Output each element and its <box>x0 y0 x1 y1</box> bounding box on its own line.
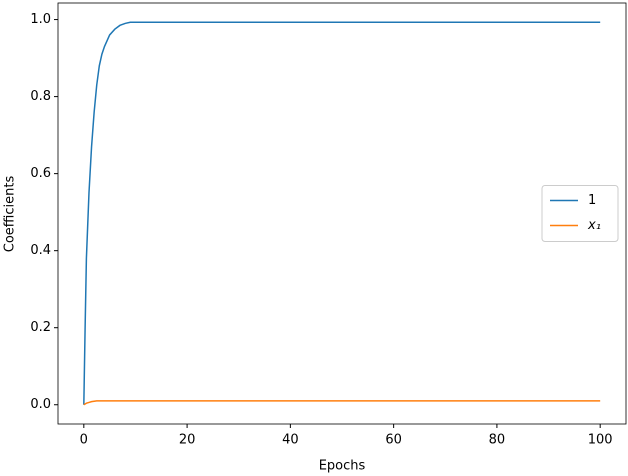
x-tick-label: 20 <box>179 433 196 448</box>
x-tick-label: 0 <box>80 433 88 448</box>
legend: 1 x₁ <box>541 185 619 242</box>
y-tick-label: 0.0 <box>30 397 51 412</box>
y-tick-label: 0.6 <box>30 166 51 181</box>
plot-frame <box>57 2 627 425</box>
y-tick-label: 1.0 <box>30 12 51 27</box>
line <box>83 21 601 405</box>
y-tick-label: 0.2 <box>30 320 51 335</box>
x-tick-label: 100 <box>588 433 613 448</box>
y-tick-label: 0.4 <box>30 243 51 258</box>
y-axis-label: Coefficients <box>3 176 18 253</box>
legend-label: x₁ <box>587 218 601 233</box>
x-tick-label: 80 <box>489 433 506 448</box>
x-tick-label: 60 <box>385 433 402 448</box>
legend-label: 1 <box>588 193 596 208</box>
line <box>83 400 601 406</box>
x-tick-label: 40 <box>282 433 299 448</box>
legend-box <box>541 185 619 242</box>
x-axis-label: Epochs <box>319 459 366 474</box>
y-tick-label: 0.8 <box>30 89 51 104</box>
